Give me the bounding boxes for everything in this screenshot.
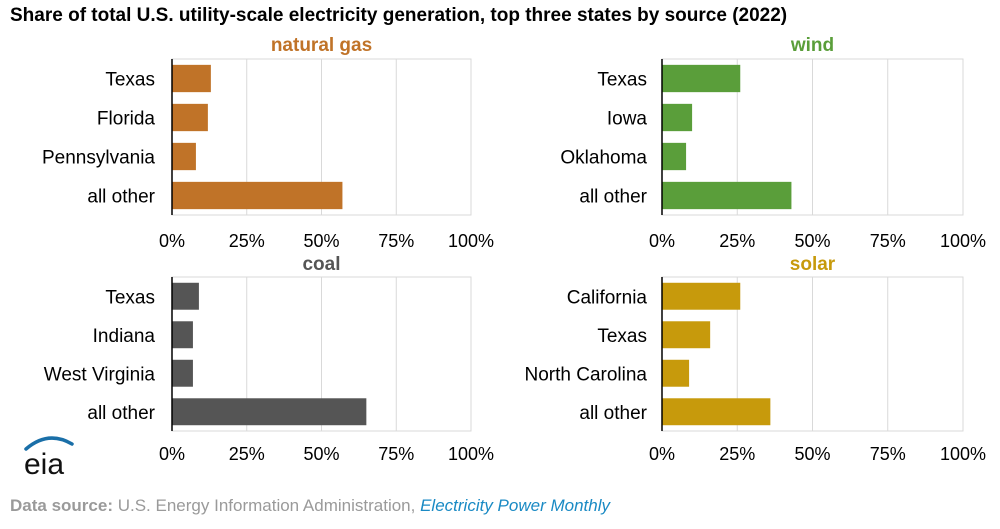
source-publication[interactable]: Electricity Power Monthly	[420, 496, 610, 515]
panel-title: wind	[790, 35, 834, 56]
category-label: Indiana	[93, 326, 156, 347]
category-label: Florida	[97, 109, 156, 130]
bar	[172, 64, 211, 93]
bar	[172, 359, 193, 387]
chart-panel-coal: 0% 25% 50% 75% 100% coal Texas Indiana West Virg…	[44, 254, 494, 464]
bar	[662, 321, 711, 349]
category-label: all other	[87, 403, 155, 424]
category-label: North Carolina	[525, 364, 648, 385]
data-source: Data source: U.S. Energy Information Adm…	[10, 496, 610, 516]
panel-title: natural gas	[271, 35, 372, 56]
source-label: Data source:	[10, 496, 113, 515]
x-tick-label: 75%	[870, 231, 906, 251]
bar	[172, 103, 208, 132]
x-tick-label: 0%	[649, 444, 675, 464]
chart-title: Share of total U.S. utility-scale electr…	[10, 5, 788, 26]
x-tick-label: 100%	[448, 444, 494, 464]
x-tick-label: 100%	[940, 231, 986, 251]
chart-panel-natural-gas: 0% 25% 50% 75% 100% natural gas Texas Florida Pe…	[42, 35, 494, 251]
bar	[662, 398, 771, 426]
x-tick-label: 75%	[870, 444, 906, 464]
bar	[172, 282, 199, 310]
source-org: U.S. Energy Information Administration,	[117, 496, 416, 515]
category-label: Iowa	[607, 109, 648, 130]
category-label: Texas	[597, 326, 647, 347]
panel-title: coal	[302, 254, 340, 275]
panel-title: solar	[790, 254, 836, 275]
category-label: Texas	[597, 70, 647, 91]
bar	[662, 142, 687, 171]
bar	[662, 359, 690, 387]
x-tick-label: 75%	[378, 444, 414, 464]
bar	[172, 321, 193, 349]
category-label: California	[567, 287, 648, 308]
bar	[662, 103, 693, 132]
x-tick-label: 75%	[378, 231, 414, 251]
x-tick-label: 50%	[303, 231, 339, 251]
bar	[172, 142, 196, 171]
chart-panel-solar: 0% 25% 50% 75% 100% solar California Texas North…	[525, 254, 987, 464]
category-label: Texas	[105, 287, 155, 308]
eia-logo-icon: eia	[24, 436, 74, 480]
category-label: Oklahoma	[560, 148, 647, 169]
x-tick-label: 25%	[229, 231, 265, 251]
bar	[172, 398, 367, 426]
x-tick-label: 25%	[719, 444, 755, 464]
x-tick-label: 25%	[229, 444, 265, 464]
bar	[662, 282, 741, 310]
x-tick-label: 0%	[649, 231, 675, 251]
category-label: all other	[579, 187, 647, 208]
bar	[172, 181, 343, 210]
x-tick-label: 50%	[303, 444, 339, 464]
bar	[662, 64, 741, 93]
bar	[662, 181, 792, 210]
eia-logo-text: eia	[24, 448, 64, 480]
category-label: all other	[87, 187, 155, 208]
x-tick-label: 50%	[794, 231, 830, 251]
chart-panel-wind: 0% 25% 50% 75% 100% wind Texas Iowa Oklahoma all …	[560, 35, 986, 251]
x-tick-label: 50%	[794, 444, 830, 464]
x-tick-label: 100%	[448, 231, 494, 251]
category-label: Pennsylvania	[42, 148, 155, 169]
x-tick-label: 25%	[719, 231, 755, 251]
x-tick-label: 100%	[940, 444, 986, 464]
category-label: West Virginia	[44, 364, 156, 385]
x-tick-label: 0%	[159, 231, 185, 251]
category-label: all other	[579, 403, 647, 424]
x-tick-label: 0%	[159, 444, 185, 464]
category-label: Texas	[105, 70, 155, 91]
